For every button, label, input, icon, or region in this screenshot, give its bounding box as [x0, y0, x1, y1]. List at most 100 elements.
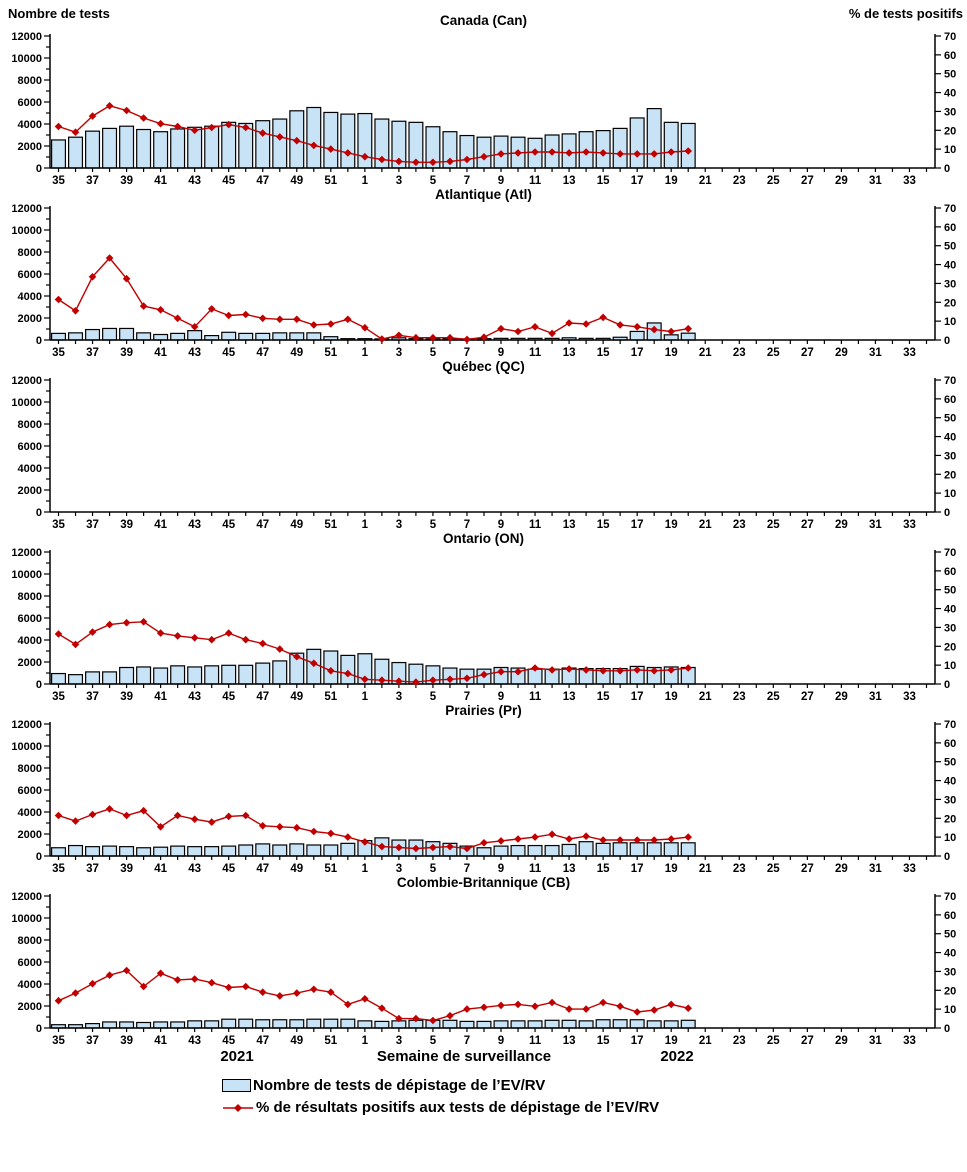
tests-bars [50, 1018, 696, 1029]
week-tick-label: 29 [835, 175, 848, 186]
week-tick-label: 41 [154, 691, 167, 702]
week-tick-label: 41 [154, 519, 167, 530]
positivity-point [582, 1005, 590, 1013]
positivity-point [633, 1008, 641, 1016]
positivity-point [582, 320, 590, 328]
right-axis-tick-label: 0 [944, 851, 950, 863]
week-tick-label: 37 [86, 1035, 99, 1046]
week-tick-label: 17 [631, 1035, 644, 1046]
tests-bar [646, 107, 662, 169]
positivity-point [207, 635, 216, 644]
positivity-markers [54, 966, 692, 1025]
week-tick-label: 31 [869, 347, 882, 358]
week-tick-label: 51 [324, 691, 337, 702]
right-axis-tick-label: 50 [944, 585, 956, 597]
tests-bar [323, 1018, 339, 1029]
positivity-point [429, 676, 437, 684]
positivity-point [207, 305, 216, 313]
positivity-point [310, 141, 318, 150]
tests-bar [340, 842, 356, 857]
week-tick-label: 23 [733, 691, 746, 702]
week-tick-label: 29 [835, 347, 848, 358]
positivity-point [310, 985, 318, 994]
week-tick-label: 41 [154, 1035, 167, 1046]
tests-bar [357, 1020, 373, 1029]
week-tick-label: 37 [86, 863, 99, 874]
week-tick-label: 39 [120, 175, 133, 186]
right-axis-tick-label: 10 [944, 488, 956, 500]
positivity-point [497, 837, 505, 845]
tests-bar [323, 111, 339, 169]
legend-label-positivity: % de résultats positifs aux tests de dép… [256, 1099, 660, 1116]
left-axis-tick-label: 10000 [11, 569, 42, 581]
week-tick-label: 47 [256, 519, 269, 530]
week-tick-label: 1 [362, 863, 369, 874]
right-axis-tick-label: 40 [944, 604, 956, 616]
tests-bar [238, 332, 254, 341]
week-tick-label: 11 [529, 1035, 542, 1046]
tests-bar [272, 118, 288, 169]
tests-bar [102, 327, 118, 341]
week-tick-label: 49 [290, 691, 303, 702]
tests-bar [85, 671, 101, 685]
tests-bar [629, 330, 645, 341]
tests-bar [119, 125, 135, 169]
week-tick-label: 11 [529, 691, 542, 702]
positivity-line-swatch-icon [223, 1103, 253, 1112]
positivity-point [344, 833, 352, 841]
week-tick-label: 41 [154, 175, 167, 186]
week-tick-label: 27 [801, 347, 814, 358]
tests-bar [493, 1020, 509, 1029]
tests-bar [578, 841, 594, 857]
left-axis-tick-label: 12000 [11, 892, 42, 903]
week-tick-label: 9 [498, 691, 504, 702]
week-tick-label: 17 [631, 691, 644, 702]
positivity-point [224, 629, 233, 637]
positivity-point [548, 998, 556, 1007]
positivity-point [361, 995, 369, 1003]
legend-row-tests: Nombre de tests de dépistage de l’EV/RV [222, 1077, 967, 1094]
positivity-point [258, 988, 267, 996]
tests-bar [680, 332, 696, 341]
positivity-point [565, 1005, 573, 1013]
tests-bar [323, 844, 339, 857]
week-tick-label: 23 [733, 175, 746, 186]
right-axis-tick-label: 60 [944, 738, 956, 750]
right-axis-tick-label: 70 [944, 548, 956, 559]
positivity-point [599, 836, 607, 844]
positivity-point [344, 149, 352, 157]
positivity-point [276, 992, 284, 1000]
tests-bar [255, 332, 271, 341]
tests-bar [238, 664, 254, 685]
week-tick-label: 29 [835, 691, 848, 702]
week-tick-label: 43 [188, 1035, 201, 1046]
tests-bar [204, 1020, 220, 1029]
left-axis-tick-label: 0 [36, 335, 42, 347]
left-axis-tick-label: 0 [36, 507, 42, 519]
year-label-2021: 2021 [220, 1048, 254, 1065]
positivity-point [497, 150, 505, 158]
right-axis-tick-label: 30 [944, 966, 956, 978]
positivity-point [241, 982, 250, 991]
positivity-point [241, 310, 250, 319]
week-tick-label: 1 [362, 691, 369, 702]
left-axis-tick-label: 12000 [11, 204, 42, 215]
week-tick-label: 17 [631, 175, 644, 186]
positivity-point [293, 989, 301, 997]
week-tick-label: 7 [464, 519, 470, 530]
positivity-point [54, 122, 63, 131]
positivity-point [531, 148, 539, 156]
tests-bar [476, 136, 492, 169]
positivity-point [599, 313, 607, 322]
week-tick-label: 11 [529, 863, 542, 874]
right-axis-tick-label: 10 [944, 1004, 956, 1016]
year-label-2022: 2022 [660, 1048, 694, 1065]
tests-bar [561, 843, 577, 857]
positivity-point [105, 971, 114, 979]
week-tick-label: 31 [869, 863, 882, 874]
positivity-point [258, 129, 267, 137]
tests-bar [663, 121, 679, 169]
week-tick-label: 25 [767, 347, 780, 358]
chart-header: Nombre de tests Canada (Can) % de tests … [0, 2, 967, 32]
positivity-point [667, 1000, 675, 1009]
